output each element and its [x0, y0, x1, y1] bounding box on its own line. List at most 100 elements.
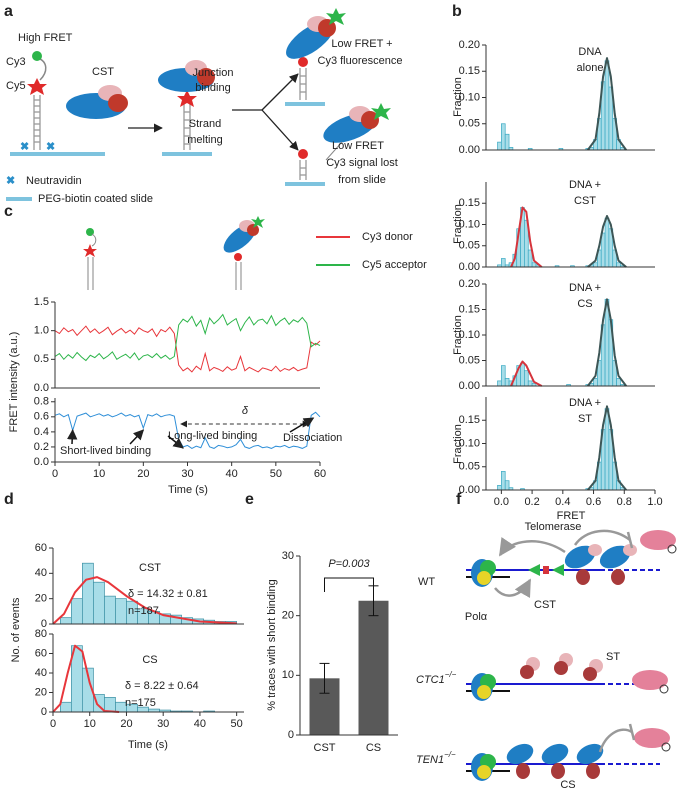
cy3-dye: [32, 51, 42, 61]
slide: [285, 102, 325, 106]
x-tick-label: 40: [226, 468, 238, 480]
trace: [54, 313, 321, 362]
panel-label: a: [4, 3, 13, 20]
legend-label: Cy5 acceptor: [362, 259, 427, 271]
bar: [616, 378, 621, 387]
label: Low FRET +: [331, 38, 392, 50]
annotation: δ: [242, 405, 249, 417]
bar: [520, 362, 525, 387]
slide: [162, 152, 212, 156]
arrow: [261, 109, 299, 151]
bar: [59, 701, 72, 713]
trace: [54, 411, 321, 449]
y-tick-label: 0.15: [459, 303, 480, 315]
subplot-label: DNA +: [569, 282, 601, 294]
bar: [604, 298, 610, 387]
y-tick-label: 0.00: [459, 484, 480, 496]
fit-curve: [52, 644, 120, 713]
subplot-label: CST: [574, 195, 596, 207]
x-tick-label: 0.6: [586, 496, 601, 508]
y-tick-label: 0.4: [34, 426, 49, 438]
bar: [104, 697, 116, 713]
pointer: [167, 435, 184, 449]
duplex: [299, 68, 307, 100]
bar: [524, 370, 529, 387]
label: Cy3 fluorescence: [318, 55, 403, 67]
y-tick-label: 20: [282, 610, 294, 622]
x-tick-label: 40: [194, 718, 206, 730]
cy5-dye: [177, 90, 197, 107]
y-tick-label: 0.05: [459, 240, 480, 252]
y-tick-label: 0.05: [459, 461, 480, 473]
bar: [504, 133, 510, 151]
y-tick-label: 60: [35, 542, 47, 554]
y-axis-label: Fraction: [452, 315, 464, 355]
subplot-label: ST: [578, 413, 592, 425]
y-tick-label: 0.10: [459, 91, 480, 103]
trace-icons: [83, 216, 265, 290]
y-tick-label: 1.5: [34, 296, 49, 308]
bar: [501, 365, 506, 387]
label: Cy3: [6, 56, 26, 68]
bar: [527, 380, 533, 387]
y-tick-label: 40: [35, 667, 47, 679]
label: Strand: [189, 118, 221, 130]
y-tick-label: 60: [35, 647, 47, 659]
y-tick-label: 0.8: [34, 396, 49, 408]
x-tick-label: 50: [231, 718, 243, 730]
bar: [604, 60, 610, 151]
cst-protein: [108, 94, 128, 112]
x-tick-label: CST: [314, 742, 336, 754]
stat-label: n=175: [125, 697, 156, 709]
fit-curve: [510, 360, 543, 387]
cy5-dye: [298, 57, 308, 67]
fit-curve: [587, 298, 627, 387]
bar: [82, 562, 94, 625]
strand: [37, 57, 47, 81]
y-tick-label: 1.0: [34, 325, 49, 337]
y-tick-label: 40: [35, 567, 47, 579]
x-tick-label: 10: [84, 718, 96, 730]
icon: ✖: [46, 141, 55, 153]
fit-curve: [587, 215, 627, 268]
slide: [6, 197, 32, 201]
annotation: Long-lived binding: [168, 430, 257, 442]
y-axis-label: Fraction: [452, 204, 464, 244]
y-tick-label: 0.05: [459, 118, 480, 130]
icon: ✖: [20, 141, 29, 153]
y-tick-label: 0.5: [34, 353, 49, 365]
fit-curve: [587, 405, 627, 491]
panel-label: b: [452, 3, 462, 20]
panel-label: d: [4, 491, 14, 508]
cy3-dye: [326, 8, 346, 25]
x-tick-label: 10: [93, 468, 105, 480]
fit-curve: [52, 576, 237, 625]
pointer: [129, 429, 145, 445]
annotation: Short-lived binding: [60, 445, 151, 457]
subplot-label: DNA +: [569, 397, 601, 409]
pointer: [289, 417, 315, 433]
label: binding: [195, 82, 230, 94]
x-axis-label: Time (s): [168, 484, 208, 496]
diagram-a: High FRET Cy3 Cy5 ✖ ✖ CST Junction bindi…: [6, 8, 403, 205]
x-tick-label: 0.2: [524, 496, 539, 508]
subplot-label: DNA +: [569, 179, 601, 191]
icon: ✖: [6, 175, 15, 187]
cst-protein: [361, 111, 379, 129]
y-tick-label: 0: [41, 618, 47, 630]
x-axis-label: FRET: [557, 510, 586, 522]
subplot-label: alone: [577, 62, 604, 74]
label: WT: [418, 576, 435, 588]
label: Cy5: [6, 80, 26, 92]
y-tick-label: 0.00: [459, 261, 480, 273]
y-tick-label: 0.00: [459, 144, 480, 156]
bar: [593, 262, 598, 268]
y-tick-label: 0.10: [459, 437, 480, 449]
y-axis-label: FRET intensity (a.u.): [8, 332, 20, 433]
y-tick-label: 10: [282, 669, 294, 681]
subplot-label: CST: [139, 562, 161, 574]
y-tick-label: 0.20: [459, 39, 480, 51]
bar: [497, 141, 502, 151]
bar: [104, 595, 116, 625]
